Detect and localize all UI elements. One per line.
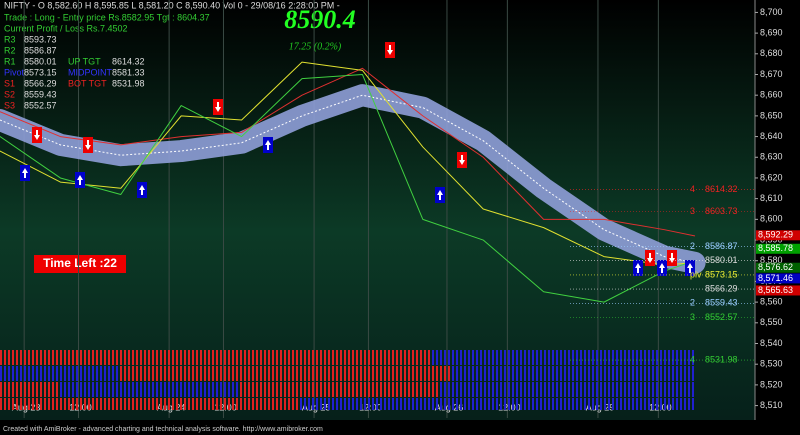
level-extra-label: BOT TGT (68, 78, 107, 88)
level-price: 8552.57 (705, 312, 738, 322)
level-extra-label: UP TGT (68, 56, 101, 66)
buy-arrow-glyph (22, 168, 28, 178)
y-tick-label: 8,510 (760, 400, 783, 410)
level-value: 8566.29 (24, 78, 57, 88)
y-tick-label: 8,580 (760, 255, 783, 265)
header-line: NIFTY - O 8,582.60 H 8,595.85 L 8,581.20… (4, 0, 340, 10)
y-tick-label: 8,660 (760, 90, 783, 100)
axis-box-label: 8,585.78 (758, 243, 793, 253)
level-extra-label: MIDPOINT (68, 67, 113, 77)
level-label: R3 (4, 34, 16, 44)
y-tick-label: 8,610 (760, 193, 783, 203)
axis-background (755, 0, 800, 435)
axis-box (756, 243, 800, 254)
y-tick-label: 8,600 (760, 214, 783, 224)
ribbon (0, 350, 695, 410)
axis-box (756, 273, 800, 284)
level-price: 8566.29 (705, 283, 738, 293)
buy-arrow-glyph (265, 140, 271, 150)
axis-box-label: 8,571.46 (758, 273, 793, 283)
level-label: S3 (4, 100, 15, 110)
level-label: R1 (4, 56, 16, 66)
level-label: R2 (4, 45, 16, 55)
y-tick-label: 8,650 (760, 110, 783, 120)
level-value: 8559.43 (24, 89, 57, 99)
y-tick-label: 8,680 (760, 48, 783, 58)
y-tick-label: 8,690 (760, 27, 783, 37)
level-tag: 2 (690, 241, 695, 251)
level-value: 8552.57 (24, 100, 57, 110)
sell-arrow-glyph (34, 130, 40, 140)
level-price: 8603.73 (705, 206, 738, 216)
buy-arrow-glyph (687, 263, 693, 273)
axis-box (756, 285, 800, 296)
axis-box (756, 230, 800, 241)
level-tag: 3 (690, 312, 695, 322)
level-tag: 3 (690, 206, 695, 216)
sell-arrow-glyph (387, 45, 393, 55)
level-label: Pivot (4, 67, 25, 77)
buy-arrow-glyph (437, 190, 443, 200)
sell-arrow-glyph (459, 155, 465, 165)
header-line: Current Profit / Loss Rs.7.4502 (4, 23, 128, 33)
level-price: 8614.32 (705, 184, 738, 194)
level-value: 8573.15 (24, 67, 57, 77)
level-value: 8580.01 (24, 56, 57, 66)
level-value: 8593.73 (24, 34, 57, 44)
axis-box (756, 262, 800, 273)
y-tick-label: 8,640 (760, 131, 783, 141)
y-tick-label: 8,620 (760, 172, 783, 182)
level-label: S1 (4, 78, 15, 88)
y-tick-label: 8,520 (760, 379, 783, 389)
series-line (0, 61, 696, 266)
buy-arrow-glyph (635, 263, 641, 273)
buy-arrow-glyph (139, 185, 145, 195)
buy-arrow-glyph (659, 263, 665, 273)
timer: Time Left :22 (43, 256, 117, 270)
level-price: 8586.87 (705, 241, 738, 251)
y-tick-label: 8,630 (760, 152, 783, 162)
y-tick-label: 8,670 (760, 69, 783, 79)
series-line (0, 73, 696, 303)
timer-box (34, 255, 126, 273)
level-label: S2 (4, 89, 15, 99)
level-tag: 4 (690, 354, 695, 364)
y-tick-label: 8,530 (760, 359, 783, 369)
sell-arrow-glyph (669, 253, 675, 263)
level-tag: 4 (690, 184, 695, 194)
level-tag: piv (690, 269, 702, 279)
sell-arrow-glyph (215, 102, 221, 112)
y-tick-label: 8,700 (760, 7, 783, 17)
header-line: Trade : Long - Entry price Rs.8582.95 Tg… (4, 12, 210, 22)
axis-box-label: 8,565.63 (758, 285, 793, 295)
axis-box-label: 8,592.29 (758, 230, 793, 240)
y-tick-label: 8,560 (760, 296, 783, 306)
level-tag: 2 (690, 298, 695, 308)
series-line (0, 67, 696, 237)
level-extra-value: 8581.33 (112, 67, 145, 77)
change: 17.25 (0.2%) (289, 41, 342, 52)
level-price: 8559.43 (705, 298, 738, 308)
sell-arrow-glyph (85, 140, 91, 150)
y-tick-label: 8,540 (760, 338, 783, 348)
level-value: 8586.87 (24, 45, 57, 55)
level-extra-value: 8614.32 (112, 56, 145, 66)
price: 8590.4 (284, 5, 356, 34)
level-price: 8580.01 (705, 255, 738, 265)
footer: Created with AmiBroker - advanced charti… (3, 426, 323, 433)
level-extra-value: 8531.98 (112, 78, 145, 88)
level-price: 8531.98 (705, 354, 738, 364)
series-line (0, 84, 706, 274)
y-tick-label: 8,550 (760, 317, 783, 327)
axis-box-label: 8,576.62 (758, 262, 793, 272)
level-price: 8573.15 (705, 269, 738, 279)
buy-arrow-glyph (77, 175, 83, 185)
